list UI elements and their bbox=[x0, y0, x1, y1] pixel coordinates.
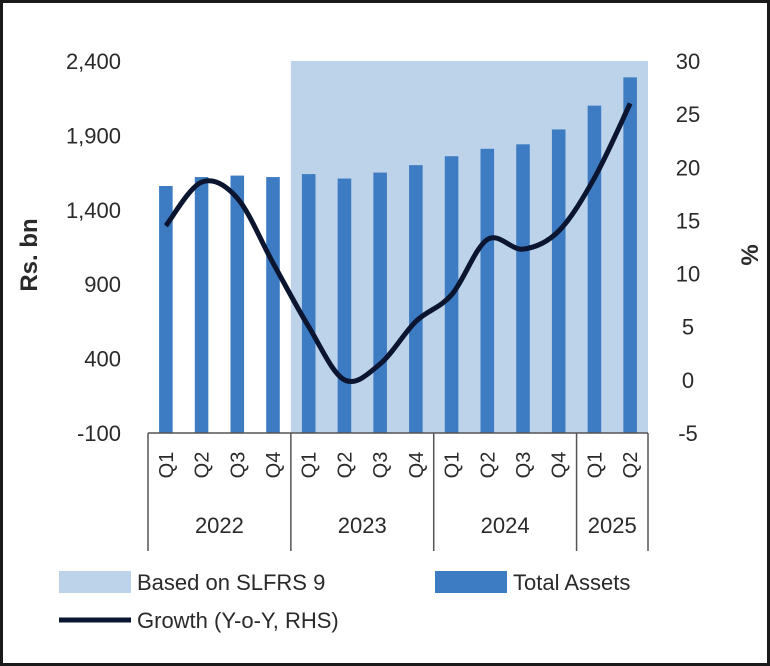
right-tick-label: 10 bbox=[676, 262, 700, 287]
legend-label-slfrs9: Based on SLFRS 9 bbox=[137, 570, 325, 595]
year-label: 2024 bbox=[481, 513, 530, 538]
left-axis-title: Rs. bn bbox=[16, 218, 43, 291]
right-axis-title: % bbox=[737, 244, 764, 265]
right-tick-label: 30 bbox=[676, 49, 700, 74]
right-tick-label: 5 bbox=[682, 315, 694, 340]
category-label: Q4 bbox=[406, 452, 428, 479]
category-label: Q1 bbox=[584, 452, 606, 479]
growth-point-1 bbox=[201, 181, 203, 183]
legend-label-growth: Growth (Y-o-Y, RHS) bbox=[137, 608, 339, 633]
category-label: Q3 bbox=[227, 452, 249, 479]
left-tick-label: 2,400 bbox=[66, 49, 121, 74]
right-tick-label: 20 bbox=[676, 155, 700, 180]
chart-svg: 2,400 1,900 1,400 900 400 -100 30 25 20 15 10 5 0 -5… bbox=[16, 49, 764, 633]
bar-total-assets-6 bbox=[373, 172, 387, 433]
bar-total-assets-5 bbox=[337, 178, 352, 433]
bar-total-assets-2 bbox=[230, 175, 245, 434]
right-tick-label: 0 bbox=[682, 368, 694, 393]
category-label: Q3 bbox=[370, 452, 392, 479]
category-label: Q2 bbox=[477, 452, 499, 479]
growth-point-12 bbox=[593, 177, 595, 179]
legend: Based on SLFRS 9 Total Assets Growth (Y-… bbox=[59, 570, 630, 633]
year-label: 2025 bbox=[588, 513, 637, 538]
growth-point-7 bbox=[415, 320, 417, 322]
left-tick-label: 900 bbox=[84, 272, 121, 297]
growth-point-5 bbox=[343, 379, 345, 381]
bar-total-assets-1 bbox=[194, 177, 209, 433]
bar-total-assets-7 bbox=[409, 165, 423, 433]
legend-label-total-assets: Total Assets bbox=[513, 570, 630, 595]
bar-total-assets-11 bbox=[551, 129, 566, 433]
growth-point-3 bbox=[272, 262, 274, 264]
legend-swatch-slfrs9 bbox=[59, 571, 131, 593]
left-tick-label: 400 bbox=[84, 347, 121, 372]
growth-point-2 bbox=[236, 197, 238, 199]
growth-point-8 bbox=[451, 294, 453, 296]
bar-total-assets-13 bbox=[623, 77, 637, 434]
left-tick-label: -100 bbox=[77, 421, 121, 446]
bar-total-assets-4 bbox=[301, 174, 316, 433]
left-tick-label: 1,900 bbox=[66, 123, 121, 148]
bar-total-assets-3 bbox=[266, 177, 280, 433]
bar-total-assets-12 bbox=[587, 105, 602, 433]
growth-point-10 bbox=[522, 248, 524, 250]
growth-point-11 bbox=[558, 230, 560, 232]
growth-point-13 bbox=[629, 103, 631, 105]
growth-point-0 bbox=[165, 225, 167, 227]
growth-point-4 bbox=[308, 326, 310, 328]
growth-point-6 bbox=[379, 363, 381, 365]
category-label: Q2 bbox=[334, 452, 356, 479]
legend-swatch-total-assets bbox=[435, 571, 507, 593]
category-label: Q1 bbox=[442, 452, 464, 479]
category-label: Q1 bbox=[156, 452, 178, 479]
bar-total-assets-9 bbox=[480, 148, 495, 434]
category-label: Q2 bbox=[620, 452, 642, 479]
right-tick-label: 15 bbox=[676, 208, 700, 233]
category-label: Q3 bbox=[513, 452, 535, 479]
category-label: Q4 bbox=[549, 452, 571, 479]
category-label: Q1 bbox=[299, 452, 321, 479]
year-label: 2022 bbox=[195, 513, 244, 538]
category-label: Q2 bbox=[192, 452, 214, 479]
bar-total-assets-0 bbox=[159, 185, 173, 433]
right-tick-label: 25 bbox=[676, 102, 700, 127]
year-label: 2023 bbox=[338, 513, 387, 538]
category-label: Q4 bbox=[263, 452, 285, 479]
bar-total-assets-10 bbox=[516, 144, 530, 433]
growth-point-9 bbox=[486, 239, 488, 241]
left-tick-label: 1,400 bbox=[66, 198, 121, 223]
right-tick-label: -5 bbox=[678, 421, 698, 446]
